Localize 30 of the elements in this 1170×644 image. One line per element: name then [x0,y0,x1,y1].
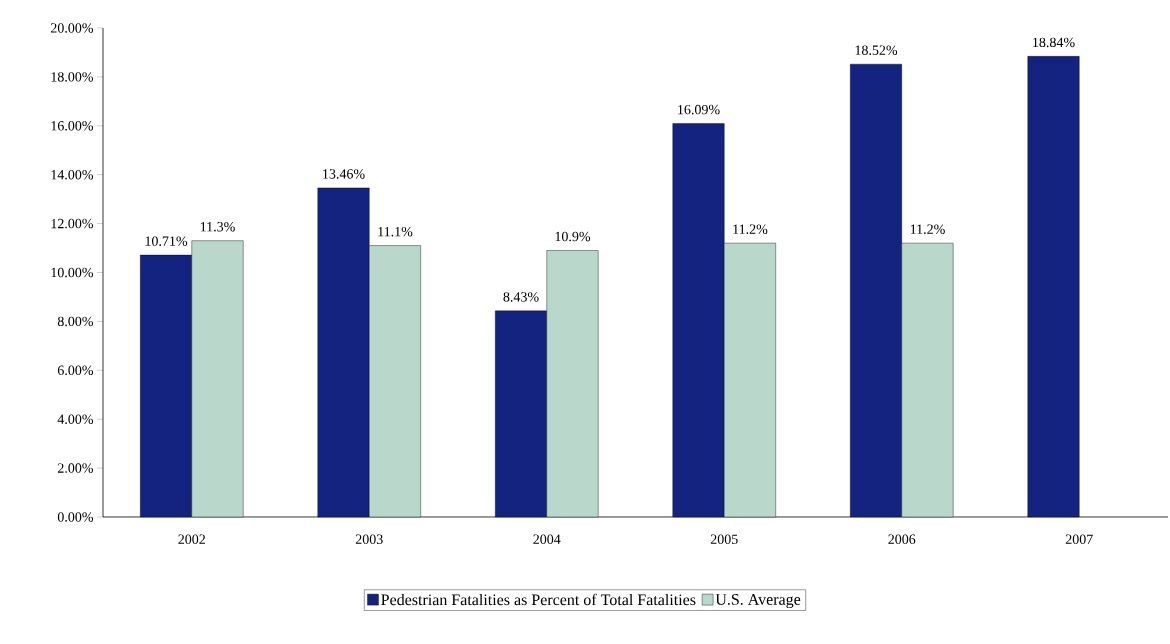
y-tick-label: 18.00% [51,72,94,82]
x-tick-label: 2003 [355,534,383,544]
y-tick-label: 10.00% [51,267,94,278]
y-tick-label: 12.00% [51,218,94,229]
data-label: 18.52% [855,45,898,55]
data-label: 10.71% [145,236,188,246]
legend-label: U.S. Average [715,594,801,609]
y-tick-label: 16.00% [51,121,94,131]
data-label: 18.84% [1033,37,1075,48]
data-label: 11.2% [910,224,945,234]
x-tick-label: 2006 [888,534,916,544]
x-tick-label: 2002 [178,534,205,544]
x-tick-label: 2007 [1065,534,1093,544]
data-label: 16.09% [678,104,720,115]
x-tick-label: 2005 [710,534,738,544]
y-tick-label: 14.00% [51,169,94,180]
y-tick-label: 2.00% [57,463,94,473]
y-tick-label: 20.00% [50,23,94,33]
data-label: 10.9% [555,231,591,242]
x-tick-label: 2004 [533,534,561,544]
y-tick-label: 4.00% [57,414,94,424]
y-tick-label: 8.00% [57,316,94,327]
data-label: 11.2% [733,224,768,234]
data-label: 11.1% [378,226,413,237]
legend-label: Pedestrian Fatalities as Percent of Total Fatalities [381,593,696,606]
y-tick-label: 6.00% [57,365,94,376]
y-tick-label: 0.00% [57,512,94,522]
data-label: 8.43% [503,292,539,302]
data-label: 13.46% [323,169,365,179]
data-label: 11.3% [200,221,235,232]
